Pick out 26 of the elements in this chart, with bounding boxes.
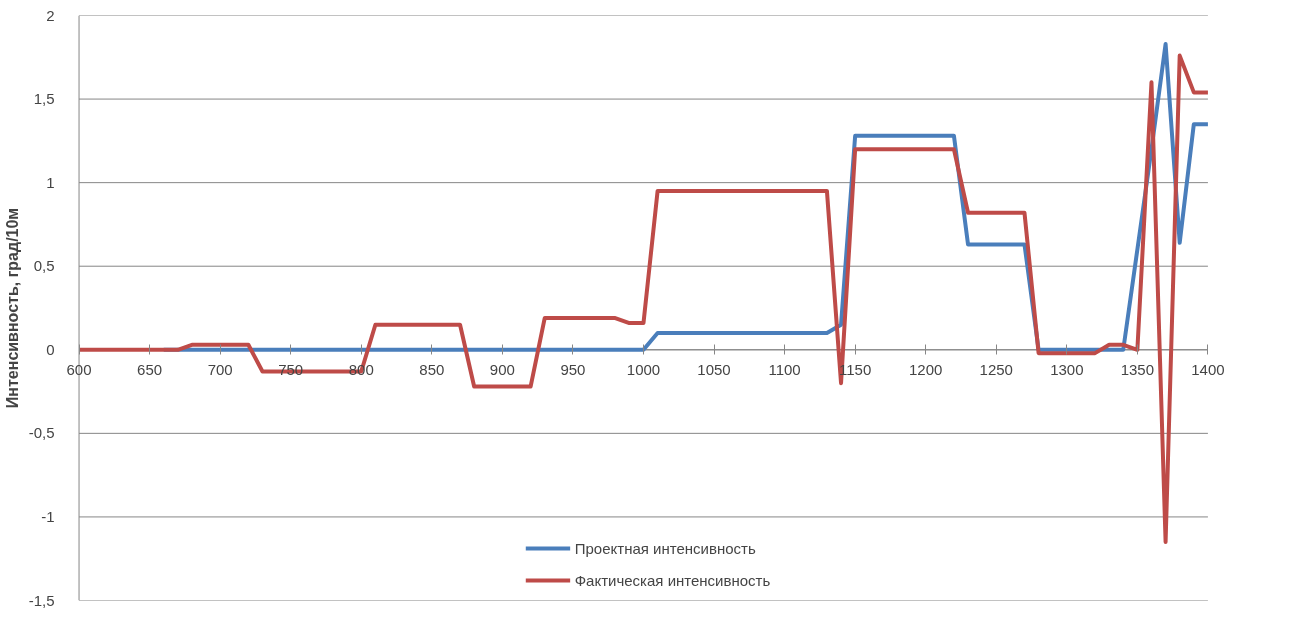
x-tick-label: 1350 [1120,360,1155,378]
x-tick-label: 700 [207,360,233,378]
x-tick-label: 1400 [1191,360,1225,378]
x-tick-label: 1300 [1050,360,1084,378]
x-tick-label: 900 [489,360,515,378]
x-tick-label: 750 [278,360,304,378]
y-tick-label: -1,5 [28,591,55,609]
legend-label: Проектная интенсивность [574,539,756,557]
y-tick-label: 1,5 [33,90,55,108]
x-tick-label: 1200 [909,360,943,378]
y-tick-label: 0,5 [33,257,55,275]
y-tick-label: 2 [46,6,55,24]
x-tick-label: 850 [419,360,445,378]
x-tick-label: 600 [66,360,92,378]
x-tick-label: 1050 [697,360,731,378]
legend-label: Фактическая интенсивность [574,571,771,589]
y-tick-label: 0 [46,340,55,358]
y-tick-label: 1 [46,173,55,191]
x-tick-label: 650 [137,360,163,378]
x-tick-label: 1100 [768,360,801,378]
x-tick-label: 950 [560,360,586,378]
x-tick-label: 1000 [626,360,661,378]
y-tick-label: -0,5 [28,424,55,442]
x-tick-label: 1250 [979,360,1013,378]
y-axis-title: Интенсивность, град/10м [3,207,21,409]
y-tick-label: -1 [41,507,55,525]
